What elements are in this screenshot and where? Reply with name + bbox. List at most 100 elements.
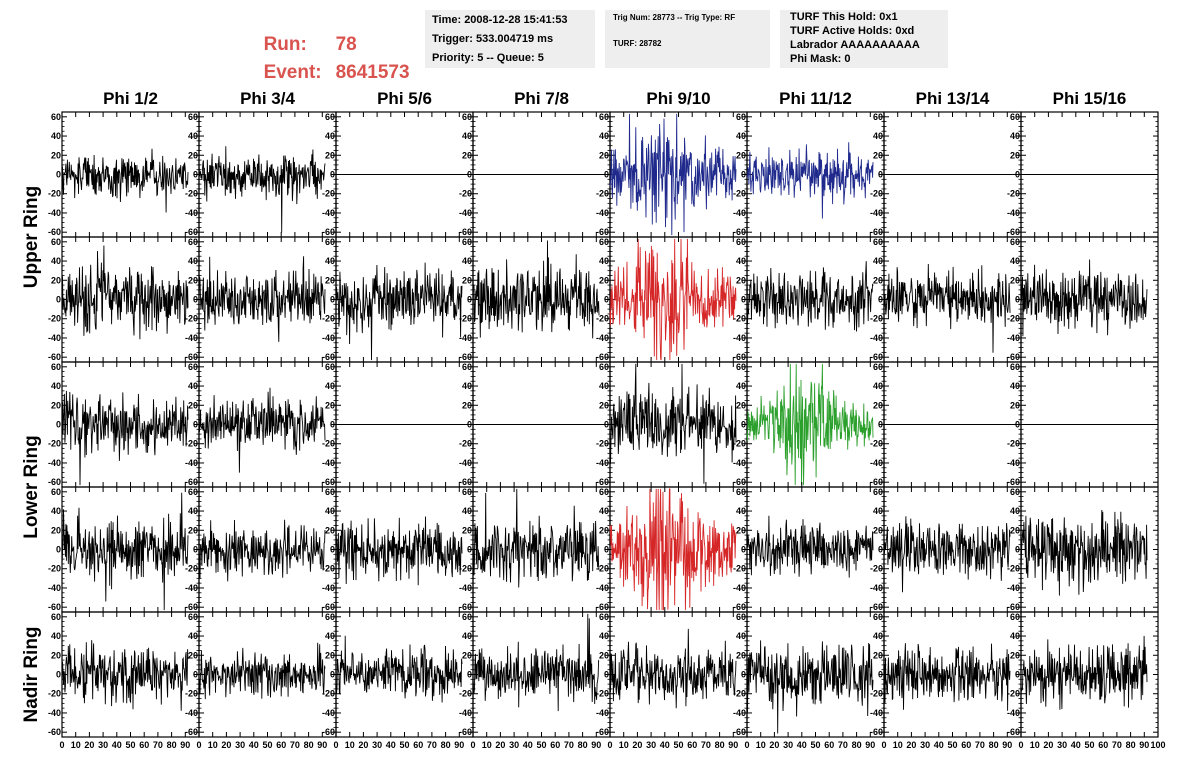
y-tick-label: 0 bbox=[604, 420, 609, 430]
y-tick-label: 0 bbox=[741, 670, 746, 680]
x-tick-label: 40 bbox=[934, 740, 944, 750]
x-tick-label: 60 bbox=[550, 740, 560, 750]
y-tick-label: -40 bbox=[733, 458, 746, 468]
waveform-trace bbox=[609, 488, 737, 611]
y-tick-label: -60 bbox=[185, 352, 198, 362]
y-tick-label: 60 bbox=[188, 362, 198, 372]
y-tick-label: 0 bbox=[330, 420, 335, 430]
x-tick-label: 60 bbox=[1098, 740, 1108, 750]
y-tick-label: -20 bbox=[48, 189, 61, 199]
panel-r1-c8: 60 40 20 0 -20 -40 -60 bbox=[1007, 111, 1159, 238]
x-tick-label: 20 bbox=[1043, 740, 1053, 750]
y-tick-label: -20 bbox=[185, 564, 198, 574]
x-tick-label: 90 bbox=[317, 740, 327, 750]
y-tick-label: 40 bbox=[873, 631, 883, 641]
panel-r2-c7: 60 40 20 0 -20 -40 -60 bbox=[870, 236, 1022, 363]
y-tick-label: -40 bbox=[870, 458, 883, 468]
panel-r3-c4: 60 40 20 0 -20 -40 -60 bbox=[459, 361, 611, 488]
y-tick-label: -60 bbox=[459, 477, 472, 487]
x-tick-label: 70 bbox=[838, 740, 848, 750]
x-tick-label: 40 bbox=[386, 740, 396, 750]
y-tick-label: -60 bbox=[733, 352, 746, 362]
y-tick-label: -20 bbox=[459, 189, 472, 199]
y-tick-label: -40 bbox=[870, 583, 883, 593]
y-tick-label: 60 bbox=[599, 487, 609, 497]
y-tick-label: 20 bbox=[873, 400, 883, 410]
y-tick-label: 60 bbox=[51, 612, 61, 622]
y-tick-label: -40 bbox=[1007, 458, 1020, 468]
y-tick-label: 0 bbox=[878, 170, 883, 180]
x-tick-label: 20 bbox=[495, 740, 505, 750]
x-tick-label: 70 bbox=[701, 740, 711, 750]
y-tick-label: 0 bbox=[467, 670, 472, 680]
waveform-trace bbox=[335, 635, 463, 703]
x-tick-label: 60 bbox=[413, 740, 423, 750]
x-tick-label: 10 bbox=[893, 740, 903, 750]
y-tick-label: 40 bbox=[325, 256, 335, 266]
panel-r3-c1: 60 40 20 0 -20 -40 -60 bbox=[48, 361, 200, 488]
y-tick-label: 40 bbox=[873, 381, 883, 391]
x-tick-label: 10 bbox=[619, 740, 629, 750]
run-label: Run: bbox=[253, 12, 307, 56]
y-tick-label: 60 bbox=[188, 237, 198, 247]
y-tick-label: -40 bbox=[596, 583, 609, 593]
panel-r3-c2: 60 40 20 0 -20 -40 -60 bbox=[185, 361, 337, 488]
column-title-1: Phi 1/2 bbox=[103, 89, 158, 108]
column-title-8: Phi 15/16 bbox=[1053, 89, 1127, 108]
y-tick-label: -20 bbox=[733, 439, 746, 449]
waveform-trace bbox=[198, 519, 326, 582]
y-tick-label: 0 bbox=[56, 170, 61, 180]
y-tick-label: -20 bbox=[1007, 564, 1020, 574]
y-tick-label: -20 bbox=[185, 314, 198, 324]
y-tick-label: 0 bbox=[56, 670, 61, 680]
y-tick-label: 0 bbox=[1015, 670, 1020, 680]
y-tick-label: 60 bbox=[462, 612, 472, 622]
y-tick-label: 60 bbox=[873, 612, 883, 622]
y-tick-label: 20 bbox=[188, 525, 198, 535]
y-tick-label: 0 bbox=[330, 670, 335, 680]
x-tick-label: 80 bbox=[989, 740, 999, 750]
y-tick-label: -40 bbox=[322, 583, 335, 593]
x-tick-label: 100 bbox=[1150, 740, 1165, 750]
waveform-trace bbox=[472, 613, 600, 712]
y-tick-label: 0 bbox=[878, 545, 883, 555]
x-tick-label: 30 bbox=[509, 740, 519, 750]
y-tick-label: -40 bbox=[322, 458, 335, 468]
y-tick-label: 0 bbox=[467, 545, 472, 555]
y-tick-label: 40 bbox=[188, 131, 198, 141]
y-tick-label: -60 bbox=[48, 602, 61, 612]
y-tick-label: -20 bbox=[48, 439, 61, 449]
y-tick-label: 60 bbox=[462, 112, 472, 122]
y-tick-label: 20 bbox=[1010, 400, 1020, 410]
y-tick-label: 0 bbox=[467, 420, 472, 430]
x-tick-label: 0 bbox=[59, 740, 64, 750]
y-tick-label: 0 bbox=[193, 670, 198, 680]
column-title-5: Phi 9/10 bbox=[646, 89, 710, 108]
event-label: Event: bbox=[253, 40, 322, 84]
y-tick-label: 60 bbox=[188, 487, 198, 497]
y-tick-label: 40 bbox=[51, 381, 61, 391]
y-tick-label: -40 bbox=[185, 583, 198, 593]
y-tick-label: -40 bbox=[1007, 333, 1020, 343]
x-tick-label: 80 bbox=[578, 740, 588, 750]
y-tick-label: -40 bbox=[48, 458, 61, 468]
x-tick-label: 10 bbox=[208, 740, 218, 750]
y-tick-label: 20 bbox=[325, 275, 335, 285]
panel-r1-c7: 60 40 20 0 -20 -40 -60 bbox=[870, 111, 1022, 238]
y-tick-label: 20 bbox=[462, 400, 472, 410]
y-tick-label: 40 bbox=[325, 631, 335, 641]
ring-titles: Upper Ring Lower Ring Nadir Ring bbox=[21, 186, 42, 723]
waveform-trace bbox=[472, 240, 600, 339]
y-tick-label: -20 bbox=[870, 564, 883, 574]
waveform-trace bbox=[472, 488, 600, 588]
y-tick-label: -60 bbox=[596, 602, 609, 612]
y-tick-label: 0 bbox=[878, 295, 883, 305]
y-tick-label: -20 bbox=[48, 564, 61, 574]
y-tick-label: 40 bbox=[325, 506, 335, 516]
y-tick-label: 60 bbox=[599, 237, 609, 247]
y-tick-label: -20 bbox=[733, 564, 746, 574]
y-tick-label: 60 bbox=[873, 487, 883, 497]
y-tick-label: 60 bbox=[736, 237, 746, 247]
run-label-text: Run: bbox=[263, 34, 307, 55]
y-tick-label: 20 bbox=[873, 525, 883, 535]
